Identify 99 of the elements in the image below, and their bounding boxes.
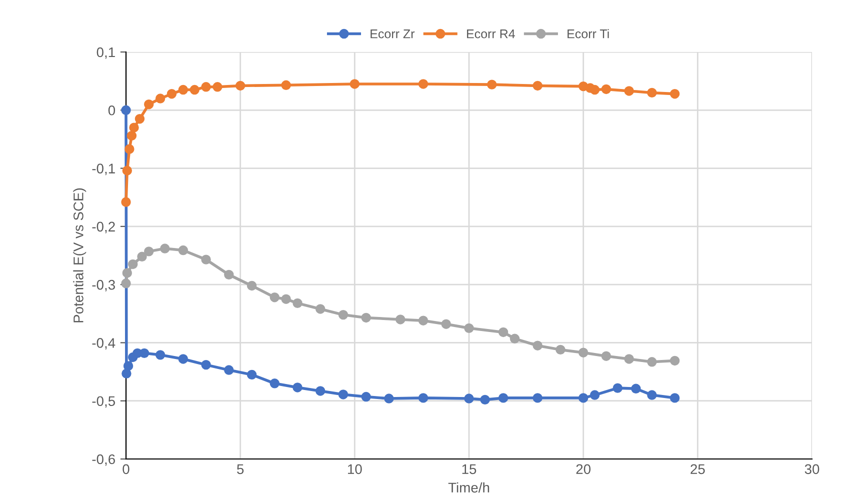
- point: [670, 356, 680, 366]
- point: [361, 392, 371, 402]
- point: [532, 393, 542, 403]
- y-tick-label: -0,3: [92, 280, 115, 292]
- x-tick-label: 25: [690, 464, 705, 474]
- point: [647, 390, 657, 400]
- point: [338, 310, 348, 320]
- point: [601, 351, 612, 361]
- point: [647, 88, 657, 98]
- point: [155, 350, 166, 360]
- x-axis-title: Time/h: [448, 482, 490, 493]
- x-tick-label: 10: [348, 464, 362, 474]
- point: [338, 390, 348, 400]
- point: [578, 393, 588, 403]
- point: [178, 84, 188, 95]
- point: [190, 84, 200, 95]
- point: [122, 368, 132, 378]
- point: [441, 319, 451, 329]
- x-tick-label: 5: [237, 464, 244, 474]
- point: [556, 344, 566, 355]
- point: [670, 393, 680, 403]
- point: [201, 254, 211, 264]
- point: [670, 89, 680, 99]
- point: [270, 378, 280, 388]
- point: [122, 166, 132, 176]
- point: [166, 89, 177, 99]
- point: [126, 130, 137, 141]
- point: [144, 99, 154, 110]
- y-tick-label: -0,4: [92, 338, 116, 350]
- point: [281, 294, 291, 304]
- point: [631, 384, 641, 394]
- point: [144, 246, 154, 256]
- point: [129, 122, 139, 132]
- point: [316, 386, 326, 396]
- point: [510, 334, 520, 344]
- point: [235, 80, 246, 91]
- point: [160, 244, 170, 254]
- point: [418, 393, 428, 403]
- point: [121, 278, 131, 288]
- x-tick-label: 15: [462, 464, 476, 474]
- point: [590, 84, 600, 95]
- point: [384, 394, 394, 404]
- point: [396, 314, 406, 324]
- point: [532, 80, 542, 91]
- point: [123, 361, 134, 371]
- point: [281, 80, 291, 90]
- point: [224, 270, 234, 280]
- point: [212, 82, 222, 92]
- point: [121, 105, 131, 116]
- point: [270, 292, 280, 302]
- point: [224, 365, 234, 375]
- point: [121, 197, 131, 207]
- point: [361, 312, 371, 323]
- point: [624, 86, 634, 96]
- point: [498, 393, 508, 403]
- point: [122, 268, 132, 278]
- point: [578, 348, 588, 358]
- x-tick-label: 30: [804, 464, 820, 474]
- point: [418, 79, 428, 89]
- legend-label: Ecorr Ti: [568, 29, 609, 38]
- point: [316, 304, 326, 314]
- point: [487, 80, 497, 90]
- point: [647, 357, 657, 367]
- point: [201, 82, 211, 92]
- point: [624, 354, 634, 364]
- point: [137, 252, 147, 262]
- point: [532, 340, 542, 350]
- point: [155, 94, 166, 104]
- point: [139, 348, 150, 358]
- point: [246, 280, 257, 291]
- point: [590, 390, 600, 400]
- point: [124, 144, 134, 154]
- x-tick-label: 20: [576, 464, 591, 474]
- point: [612, 383, 622, 393]
- point: [350, 79, 360, 89]
- point: [601, 84, 612, 94]
- y-tick-label: -0,2: [92, 222, 115, 234]
- y-tick-label: 0: [108, 105, 116, 116]
- point: [178, 354, 188, 364]
- point: [246, 370, 257, 380]
- legend-label: Ecorr R4: [467, 30, 515, 38]
- y-tick-label: -0,6: [92, 454, 115, 466]
- point: [128, 259, 138, 270]
- point: [418, 316, 428, 326]
- legend-label: Ecorr Zr: [370, 30, 415, 38]
- point: [292, 298, 302, 308]
- x-tick-label: 0: [122, 464, 130, 474]
- y-tick-label: -0,5: [92, 396, 116, 408]
- y-tick-label: 0,1: [96, 47, 115, 59]
- point: [480, 394, 490, 405]
- point: [201, 360, 211, 370]
- point: [464, 394, 474, 404]
- point: [134, 114, 145, 124]
- point: [498, 327, 508, 338]
- y-axis-title: Potential E(V vs SCE): [73, 188, 86, 322]
- point: [178, 245, 188, 256]
- point: [464, 323, 474, 334]
- y-tick-label: -0,1: [92, 164, 115, 176]
- point: [292, 382, 302, 392]
